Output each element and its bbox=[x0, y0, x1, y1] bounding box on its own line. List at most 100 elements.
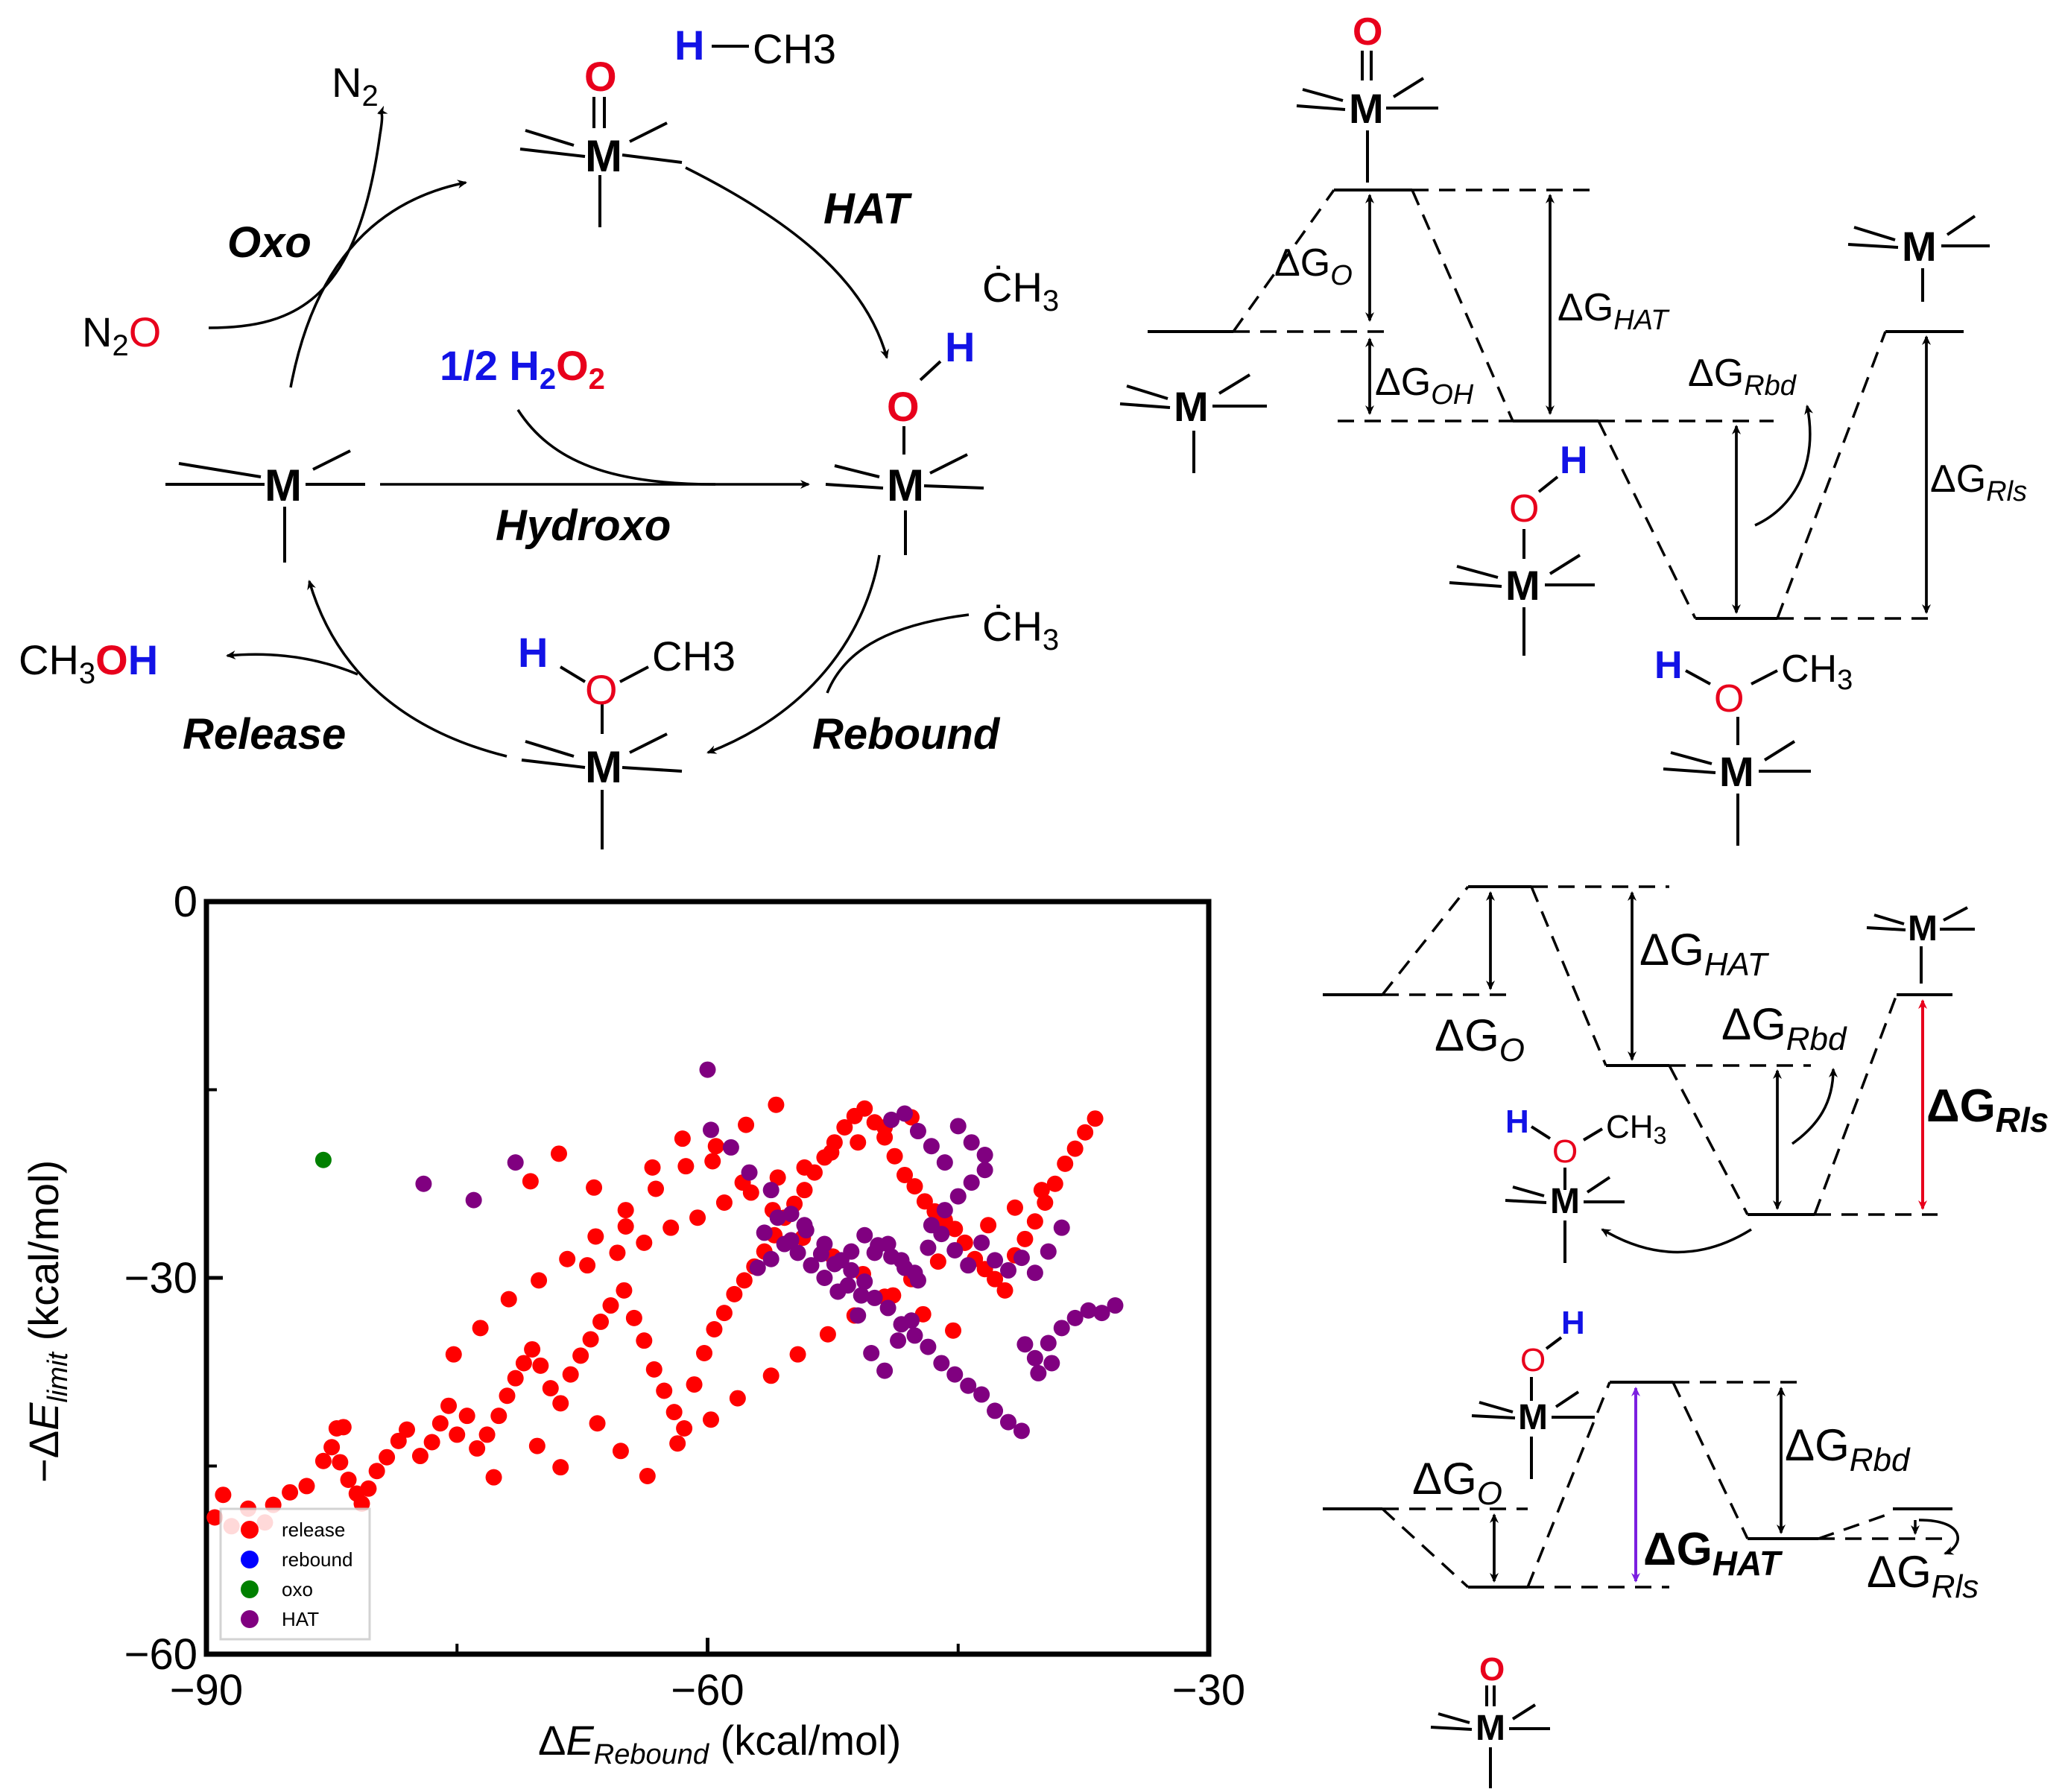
point-release bbox=[586, 1179, 603, 1196]
point-hat bbox=[976, 1147, 993, 1164]
point-release bbox=[332, 1454, 349, 1471]
point-hat bbox=[936, 1202, 953, 1219]
point-hat bbox=[896, 1105, 914, 1122]
point-hat bbox=[1053, 1320, 1070, 1337]
svg-text:H: H bbox=[1560, 439, 1588, 482]
y-tick-label: 0 bbox=[174, 878, 197, 926]
svg-text:O: O bbox=[1520, 1342, 1546, 1378]
point-oxo bbox=[314, 1151, 332, 1168]
svg-text:H: H bbox=[1561, 1305, 1585, 1341]
point-hat bbox=[936, 1154, 953, 1171]
metal-label: M bbox=[265, 460, 302, 510]
svg-text:M: M bbox=[1476, 1709, 1505, 1748]
step-oxo-label: Oxo bbox=[227, 218, 312, 267]
point-release bbox=[656, 1382, 673, 1399]
point-hat bbox=[1066, 1309, 1084, 1326]
point-release bbox=[469, 1440, 486, 1457]
point-hat bbox=[1040, 1243, 1057, 1260]
svg-text:H: H bbox=[1505, 1104, 1529, 1140]
point-release bbox=[542, 1380, 559, 1397]
point-release bbox=[980, 1217, 997, 1234]
rebound-arrow bbox=[706, 554, 881, 754]
point-hat bbox=[856, 1273, 873, 1291]
point-hat bbox=[789, 1244, 806, 1261]
point-release bbox=[707, 1138, 724, 1155]
point-release bbox=[550, 1145, 567, 1162]
point-release bbox=[485, 1469, 502, 1486]
point-hat bbox=[1040, 1334, 1057, 1352]
point-hat bbox=[863, 1345, 880, 1361]
point-hat bbox=[1107, 1297, 1124, 1314]
point-hat bbox=[1013, 1422, 1030, 1440]
dG-Rbd-label: ΔGRbd bbox=[1688, 352, 1797, 402]
point-hat bbox=[507, 1154, 524, 1171]
point-hat bbox=[920, 1338, 937, 1355]
legend-label: HAT bbox=[282, 1608, 319, 1630]
point-hat bbox=[796, 1217, 813, 1234]
point-release bbox=[1057, 1155, 1074, 1172]
point-release bbox=[1033, 1182, 1050, 1199]
point-hat bbox=[722, 1139, 739, 1156]
dG-Rls-label-bold: ΔGRls bbox=[1926, 1080, 2049, 1139]
svg-text:M: M bbox=[1174, 383, 1209, 430]
methoxy-complex-right: H O CH3 M bbox=[1654, 644, 1853, 846]
point-release bbox=[1077, 1124, 1094, 1141]
point-release bbox=[1046, 1175, 1063, 1192]
point-release bbox=[677, 1158, 695, 1175]
point-release bbox=[738, 1116, 755, 1133]
point-hat bbox=[876, 1362, 894, 1379]
svg-text:O: O bbox=[1353, 10, 1382, 54]
hydroxo-complex-mid: H O M bbox=[1449, 439, 1595, 656]
methane: H CH3 bbox=[674, 22, 836, 72]
point-release bbox=[769, 1169, 786, 1186]
point-release bbox=[589, 1415, 606, 1432]
point-hat bbox=[850, 1307, 867, 1324]
svg-text:O: O bbox=[1552, 1133, 1578, 1170]
point-release bbox=[1037, 1194, 1054, 1211]
svg-text:CH3: CH3 bbox=[1606, 1109, 1666, 1149]
legend-marker bbox=[241, 1551, 259, 1568]
metal-label: M bbox=[585, 742, 622, 792]
svg-text:M: M bbox=[1902, 223, 1937, 270]
point-release bbox=[390, 1432, 407, 1449]
point-hat bbox=[415, 1175, 432, 1192]
point-release bbox=[562, 1366, 579, 1383]
point-release bbox=[885, 1287, 902, 1304]
point-hat bbox=[933, 1355, 950, 1372]
point-hat bbox=[782, 1206, 800, 1223]
bare-complex-right: M bbox=[1847, 215, 1990, 302]
bare-complex-small: M bbox=[1866, 906, 1975, 984]
catalytic-cycle: M O M M O H bbox=[19, 22, 1059, 849]
point-hat bbox=[1013, 1250, 1030, 1267]
oxo-complex-small: O M bbox=[1430, 1651, 1550, 1788]
n2o-label: N2O bbox=[82, 308, 161, 362]
point-release bbox=[582, 1331, 599, 1348]
point-release bbox=[715, 1305, 733, 1322]
point-hat bbox=[1026, 1349, 1043, 1367]
legend-label: oxo bbox=[282, 1578, 313, 1601]
point-hat bbox=[769, 1209, 786, 1226]
methoxy-complex-small: H O CH3 M bbox=[1505, 1104, 1666, 1263]
legend-marker bbox=[241, 1521, 259, 1539]
point-release bbox=[449, 1426, 466, 1443]
step-hydroxo-label: Hydroxo bbox=[496, 501, 671, 550]
point-release bbox=[500, 1291, 517, 1308]
point-hat bbox=[741, 1164, 758, 1181]
point-release bbox=[572, 1347, 589, 1364]
methoxy-ch3-label: CH3 bbox=[652, 633, 736, 680]
point-hat bbox=[699, 1061, 716, 1078]
point-release bbox=[1016, 1230, 1034, 1247]
point-hat bbox=[816, 1270, 833, 1286]
dG-HAT-label-bold: ΔGHAT bbox=[1643, 1524, 1783, 1583]
point-release bbox=[617, 1218, 634, 1235]
dG-OH-label: ΔGOH bbox=[1375, 361, 1474, 411]
point-release bbox=[552, 1459, 569, 1476]
point-release bbox=[617, 1202, 634, 1219]
n2o-to-n2-arrow bbox=[208, 133, 382, 329]
point-release bbox=[796, 1159, 813, 1176]
point-release bbox=[648, 1180, 665, 1197]
point-hat bbox=[893, 1252, 910, 1269]
point-release bbox=[515, 1355, 532, 1372]
legend-label: release bbox=[282, 1519, 345, 1541]
point-release bbox=[896, 1166, 914, 1183]
